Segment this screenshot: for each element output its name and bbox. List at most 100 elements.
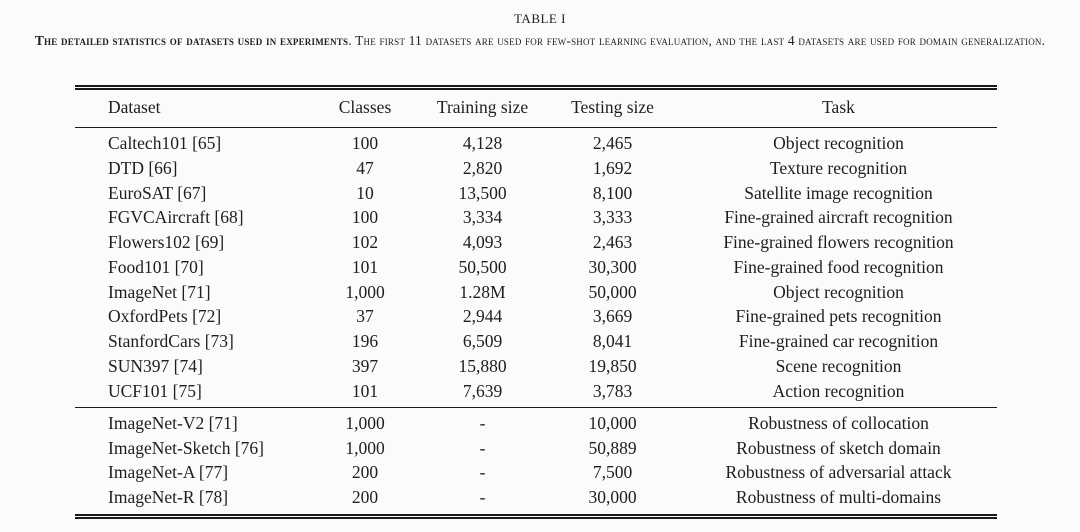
table-cell: 101 — [351, 256, 379, 277]
table-row: OxfordPets [72] 37 2,944 3,669 Fine-grained … — [75, 304, 997, 329]
table-cell: StanfordCars [73] — [108, 331, 234, 351]
table-cell: 50,500 — [458, 256, 507, 277]
table-cell: Robustness of collocation — [748, 412, 929, 433]
table-cell: Food101 [70] — [108, 256, 204, 277]
table-cell: ImageNet-R [78] — [108, 487, 229, 508]
caption-bold-text: The detailed statistics of datasets used… — [34, 33, 349, 48]
table-cell: 8,041 — [592, 331, 633, 351]
table-cell: 2,820 — [462, 157, 503, 178]
table-cell: UCF101 [75] — [108, 380, 202, 401]
table-cell: 4,128 — [462, 133, 503, 153]
table-cell: ImageNet [71] — [108, 281, 211, 302]
fewshot-rows-group: Caltech101 [65] 100 4,128 2,465 Object recog… — [75, 128, 997, 408]
table-cell: ImageNet-Sketch [76] — [108, 437, 264, 458]
table-cell: 30,000 — [588, 487, 637, 508]
table-cell: 19,850 — [588, 355, 637, 376]
table-cell: 1,000 — [345, 281, 385, 302]
table-cell: - — [479, 437, 486, 458]
table-cell: Flowers102 [69] — [108, 232, 225, 252]
table-cell: 100 — [351, 207, 379, 228]
table-cell: 10,000 — [588, 412, 637, 433]
table-header: Dataset Classes Training size Testing si… — [75, 87, 997, 128]
col-header-training-size: Training size — [420, 87, 545, 128]
table-cell: 4,093 — [462, 232, 503, 252]
table-cell: 102 — [351, 232, 379, 252]
table-cell: 1,692 — [592, 157, 633, 178]
table-cell: 15,880 — [458, 355, 507, 376]
col-header-dataset: Dataset — [75, 87, 310, 128]
header-row: Dataset Classes Training size Testing si… — [75, 87, 997, 128]
table-cell: 13,500 — [458, 182, 507, 203]
table-row: StanfordCars [73] 196 6,509 8,041 Fine-grain… — [75, 329, 997, 354]
table-row: FGVCAircraft [68] 100 3,334 3,333 Fine-grain… — [75, 205, 997, 230]
table-cell: 397 — [351, 355, 379, 376]
table-row: ImageNet-R [78] 200 - 30,000 Robustness of m… — [75, 485, 997, 516]
table-cell: Caltech101 [65] — [108, 133, 222, 153]
table-cell: DTD [66] — [108, 157, 178, 178]
col-header-classes: Classes — [310, 87, 420, 128]
table-row: Caltech101 [65] 100 4,128 2,465 Object recog… — [75, 128, 997, 156]
table-cell: 200 — [351, 462, 379, 483]
table-row: EuroSAT [67] 10 13,500 8,100 Satellite image… — [75, 180, 997, 205]
table-row: SUN397 [74] 397 15,880 19,850 Scene recognit… — [75, 354, 997, 379]
table-cell: 1,000 — [345, 412, 385, 433]
table-cell: 200 — [351, 487, 379, 508]
col-header-testing-size: Testing size — [545, 87, 680, 128]
table-cell: 100 — [351, 133, 379, 153]
table-cell: 101 — [351, 380, 379, 401]
table-cell: Robustness of multi-domains — [735, 487, 942, 508]
table-cell: FGVCAircraft [68] — [108, 207, 244, 228]
table-cell: - — [479, 487, 486, 508]
table-cell: Fine-grained flowers recognition — [723, 232, 954, 252]
table-cell: 37 — [356, 306, 374, 327]
table-cell: 3,669 — [592, 306, 633, 327]
table-cell: 3,783 — [592, 380, 633, 401]
table-cell: EuroSAT [67] — [108, 182, 207, 203]
table-cell: 3,334 — [462, 207, 503, 228]
table-cell: Fine-grained food recognition — [733, 256, 944, 277]
table-cell: Texture recognition — [769, 157, 908, 178]
table-cell: - — [479, 462, 486, 483]
table-cell: OxfordPets [72] — [108, 306, 222, 327]
table-cell: Robustness of adversarial attack — [725, 462, 952, 483]
table-cell: ImageNet-V2 [71] — [108, 412, 238, 433]
table-row: Food101 [70] 101 50,500 30,300 Fine-grained … — [75, 255, 997, 280]
table-cell: Object recognition — [773, 133, 904, 153]
table-cell: Object recognition — [773, 281, 904, 302]
caption-rest-text: . The first 11 datasets are used for few… — [348, 33, 1046, 48]
table-cell: 8,100 — [592, 182, 633, 203]
table-cell: 6,509 — [462, 331, 503, 351]
table-cell: 2,944 — [462, 306, 503, 327]
table-cell: 50,889 — [588, 437, 637, 458]
table-cell: 50,000 — [588, 281, 637, 302]
col-header-task: Task — [680, 87, 997, 128]
table-caption-text: The detailed statistics of datasets used… — [31, 32, 1049, 50]
table-cell: Scene recognition — [775, 355, 902, 376]
table-cell: - — [479, 412, 486, 433]
table-cell: Robustness of sketch domain — [736, 437, 941, 458]
table-row: ImageNet-A [77] 200 - 7,500 Robustness of ad… — [75, 460, 997, 485]
table-cell: SUN397 [74] — [108, 355, 203, 376]
table-cell: Fine-grained pets recognition — [735, 306, 942, 327]
table-cell: 2,463 — [592, 232, 633, 252]
table-caption-label: TABLE I — [514, 11, 566, 26]
table-cell: 1,000 — [345, 437, 385, 458]
table-row: ImageNet-Sketch [76] 1,000 - 50,889 Robustne… — [75, 435, 997, 460]
table-cell: 7,639 — [462, 380, 503, 401]
table-caption: TABLE I The detailed statistics of datas… — [0, 11, 1080, 50]
table-cell: 196 — [351, 331, 379, 351]
table-cell: 7,500 — [592, 462, 633, 483]
domain-rows-group: ImageNet-V2 [71] 1,000 - 10,000 Robustness o… — [75, 407, 997, 516]
table-cell: Fine-grained car recognition — [738, 331, 939, 351]
table-row: DTD [66] 47 2,820 1,692 Texture recognition — [75, 156, 997, 181]
table-row: Flowers102 [69] 102 4,093 2,463 Fine-grained… — [75, 230, 997, 255]
table-cell: Satellite image recognition — [744, 182, 933, 203]
table-cell: 47 — [356, 157, 374, 178]
table-row: ImageNet-V2 [71] 1,000 - 10,000 Robustness o… — [75, 407, 997, 435]
table-cell: 30,300 — [588, 256, 637, 277]
table-cell: Fine-grained aircraft recognition — [724, 207, 953, 228]
table-row: UCF101 [75] 101 7,639 3,783 Action recogniti… — [75, 378, 997, 407]
datasets-table: Dataset Classes Training size Testing si… — [75, 85, 997, 519]
table-row: ImageNet [71] 1,000 1.28M 50,000 Object reco… — [75, 279, 997, 304]
